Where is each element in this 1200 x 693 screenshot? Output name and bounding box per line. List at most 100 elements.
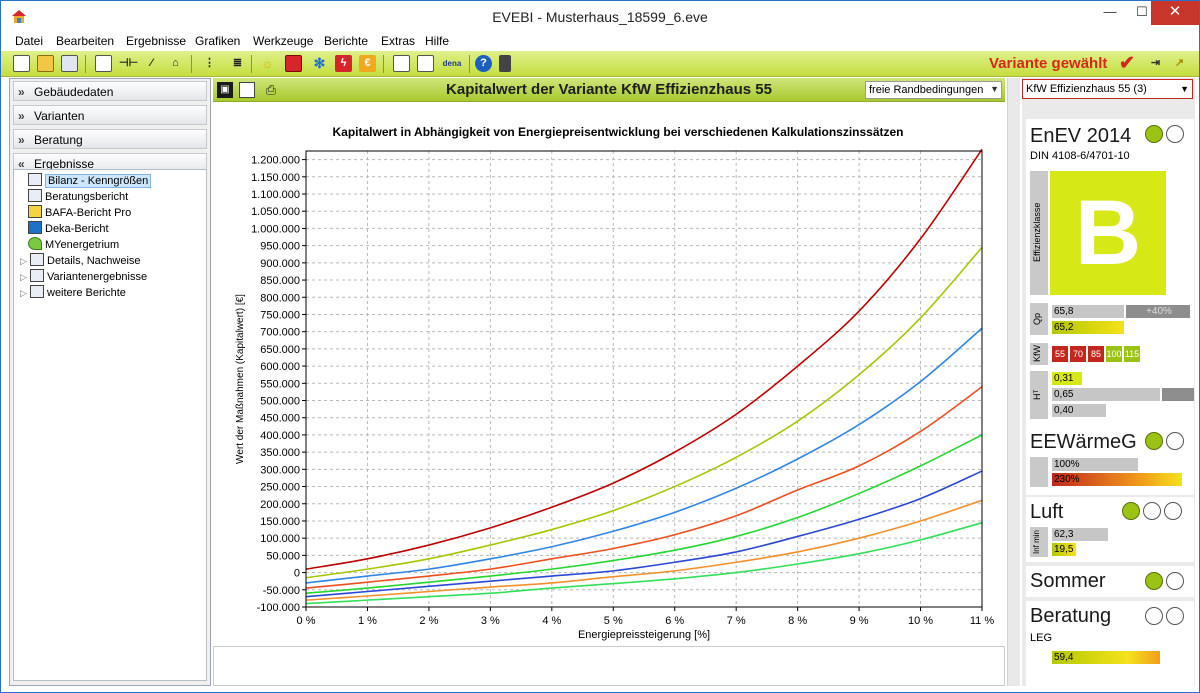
status-light-empty [1164,502,1182,520]
tree-icon[interactable]: ⋮ [204,57,215,69]
kfw-55-badge: 55 [1052,346,1068,362]
folder-stack-icon [30,285,44,298]
sun-icon[interactable]: ☼ [261,55,274,71]
expand-arrow-icon[interactable]: ▷ [20,288,27,298]
dimension-icon[interactable]: ⊣⊢ [119,57,139,69]
x-tick-label: 7 % [727,615,746,627]
variant-status: Variante gewählt [989,55,1108,72]
status-light-green [1145,572,1163,590]
status-light-green [1145,125,1163,143]
expand-arrow-icon[interactable]: ▷ [20,256,27,266]
menu-ergebnisse[interactable]: Ergebnisse [126,34,187,48]
save-icon[interactable]: ▣ [217,82,233,98]
eewaermeg-section: EEWärmeG 100% 230% [1026,427,1194,493]
y-tick-label: 550.000 [260,378,300,390]
variant-select-icon[interactable]: ⇥ [1150,57,1161,69]
luft-title: Luft [1030,501,1064,523]
menu-berichte[interactable]: Berichte [324,34,369,48]
x-tick-label: 4 % [542,615,561,627]
tree-item-bafa[interactable]: BAFA-Bericht Pro [28,205,131,221]
randbedingungen-value: freie Randbedingungen [869,84,984,96]
y-tick-label: -50.000 [263,585,300,597]
tree-item-myenergetrium[interactable]: MYenergetrium [28,237,119,253]
y-axis-ticks: -100.000 -50.000 0 50.000 100.000 150.000 200.… [251,155,306,614]
tree-item-details[interactable]: ▷ Details, Nachweise [20,253,141,269]
tree-item-label: Variantenergebnisse [47,271,148,283]
chart-panel: ▣ ⎙ Kapitalwert der Variante KfW Effizie… [213,78,1005,686]
right-panel: KfW Effizienzhaus 55 (3) ▼ EnEV 2014 DIN … [1022,78,1195,686]
line-tool-icon[interactable]: ⁄ [150,57,153,69]
chevron-down-icon: ▼ [1180,84,1189,94]
sommer-section: Sommer [1026,566,1194,597]
expand-arrow-icon[interactable]: ▷ [20,272,27,282]
x-axis-label: Energiepreissteigerung [%] [578,629,710,641]
house-icon[interactable]: ⌂ [172,57,179,69]
tree-item-beratungsbericht[interactable]: Beratungsbericht [28,189,128,205]
menu-werkzeuge[interactable]: Werkzeuge [253,34,314,48]
nav-section-label: Gebäudedaten [34,85,114,99]
tree-item-variantenergebnisse[interactable]: ▷ Variantenergebnisse [20,269,147,285]
double-chevron-right-icon: » [18,133,25,147]
tree-item-label: MYenergetrium [45,239,120,251]
cost-icon[interactable]: € [359,55,376,72]
copy-icon[interactable] [61,55,78,72]
status-light-empty [1166,432,1184,450]
status-light-empty [1145,607,1163,625]
x-tick-label: 8 % [788,615,807,627]
sommer-title: Sommer [1030,570,1106,592]
series-line-7 [305,499,983,601]
main-toolbar: ⊣⊢ ⁄ ⌂ ⋮ ≣ ☼ ✻ ϟ € dena ? Variante gewäh… [1,51,1199,77]
menu-datei[interactable]: Datei [15,34,44,48]
luft-label: Inf min [1032,530,1041,555]
kfw-115-badge: 115 [1124,346,1140,362]
series-line-4 [305,386,983,589]
y-tick-label: 1.100.000 [251,189,300,201]
menu-bearbeiten[interactable]: Bearbeiten [56,34,115,48]
variant-select[interactable]: KfW Effizienzhaus 55 (3) ▼ [1022,79,1193,99]
menu-extras[interactable]: Extras [381,34,416,48]
maximize-button[interactable]: ☐ [1136,4,1148,19]
report-chart-icon[interactable] [417,55,434,72]
document-icon[interactable] [95,55,112,72]
folder-stack-icon [30,253,44,266]
copy-clipboard-icon[interactable] [239,82,255,98]
tree-item-weitere-berichte[interactable]: ▷ weitere Berichte [20,285,126,301]
tree-item-deka[interactable]: Deka-Bericht [28,221,109,237]
status-light-green [1122,502,1140,520]
electricity-icon[interactable]: ϟ [335,55,352,72]
chart-trend-icon[interactable]: ↗ [1174,57,1185,69]
close-button[interactable]: ✕ [1151,1,1199,25]
nav-section-gebaeudedaten[interactable]: » Gebäudedaten [13,81,207,101]
dena-icon[interactable]: dena [442,59,462,68]
chart-toolbar: ▣ ⎙ Kapitalwert der Variante KfW Effizie… [213,78,1005,102]
x-tick-label: 2 % [419,615,438,627]
menu-hilfe[interactable]: Hilfe [425,34,450,48]
randbedingungen-select[interactable]: freie Randbedingungen ▼ [865,81,1002,99]
help-icon[interactable]: ? [475,55,492,72]
vertical-scrollbar[interactable] [1007,78,1020,686]
new-file-icon[interactable] [13,55,30,72]
chart-title: Kapitalwert in Abhängigkeit von Energiep… [332,125,903,139]
print-icon[interactable]: ⎙ [265,82,277,97]
x-tick-label: 11 % [970,615,994,627]
ventilation-icon[interactable]: ✻ [313,55,326,71]
layers-icon[interactable]: ≣ [232,57,243,69]
heating-icon[interactable] [285,55,302,72]
calculator-icon[interactable] [499,55,511,72]
nav-section-beratung[interactable]: » Beratung [13,129,207,149]
class-label: Effizienzklasse [1032,202,1042,262]
report-icon[interactable] [393,55,410,72]
minimize-button[interactable]: — [1103,4,1117,19]
menu-grafiken[interactable]: Grafiken [195,34,241,48]
open-folder-icon[interactable] [37,55,54,72]
y-tick-label: 200.000 [260,499,300,511]
folder-stack-icon [30,269,44,282]
kfw-label-bar [1030,343,1048,365]
eew-label-bar [1030,457,1048,487]
series-line-6 [305,470,983,598]
tree-item-bilanz[interactable]: Bilanz - Kenngrößen [28,173,152,189]
y-axis-label: Wert der Maßnahmen (Kapitalwert) [€] [235,294,246,464]
toolbar-separator [383,55,384,73]
nav-section-varianten[interactable]: » Varianten [13,105,207,125]
y-tick-label: 1.050.000 [251,206,300,218]
